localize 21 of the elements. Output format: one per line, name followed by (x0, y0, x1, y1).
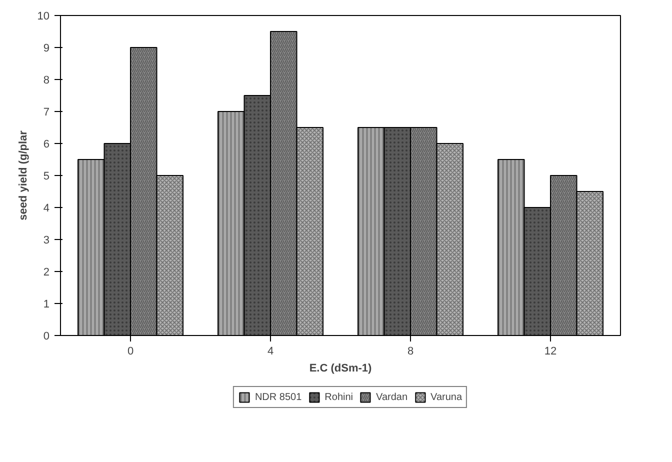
y-tick-label: 10 (37, 10, 50, 22)
x-tick-label: 0 (127, 346, 134, 358)
y-tick-label: 7 (43, 106, 50, 118)
legend-label: Rohini (324, 392, 354, 402)
x-axis-title: E.C (dSm-1) (309, 362, 372, 374)
y-tick-label: 0 (43, 330, 50, 342)
x-tick-label: 12 (544, 346, 557, 358)
x-tick-label: 4 (267, 346, 274, 358)
y-tick-label: 8 (43, 74, 50, 86)
legend-label: NDR 8501 (254, 392, 302, 402)
y-tick-label: 3 (43, 234, 50, 246)
x-tick-label: 8 (407, 346, 414, 358)
y-tick-label: 1 (43, 298, 50, 310)
legend-label: Varuna (430, 392, 462, 402)
y-tick-label: 5 (43, 170, 50, 182)
y-axis-title: seed yield (g/plar (17, 130, 30, 220)
y-tick-label: 4 (43, 202, 50, 214)
y-tick-label: 2 (43, 266, 50, 278)
y-tick-label: 9 (43, 42, 50, 54)
y-tick-label: 6 (43, 138, 50, 150)
legend-label: Vardan (376, 392, 408, 402)
